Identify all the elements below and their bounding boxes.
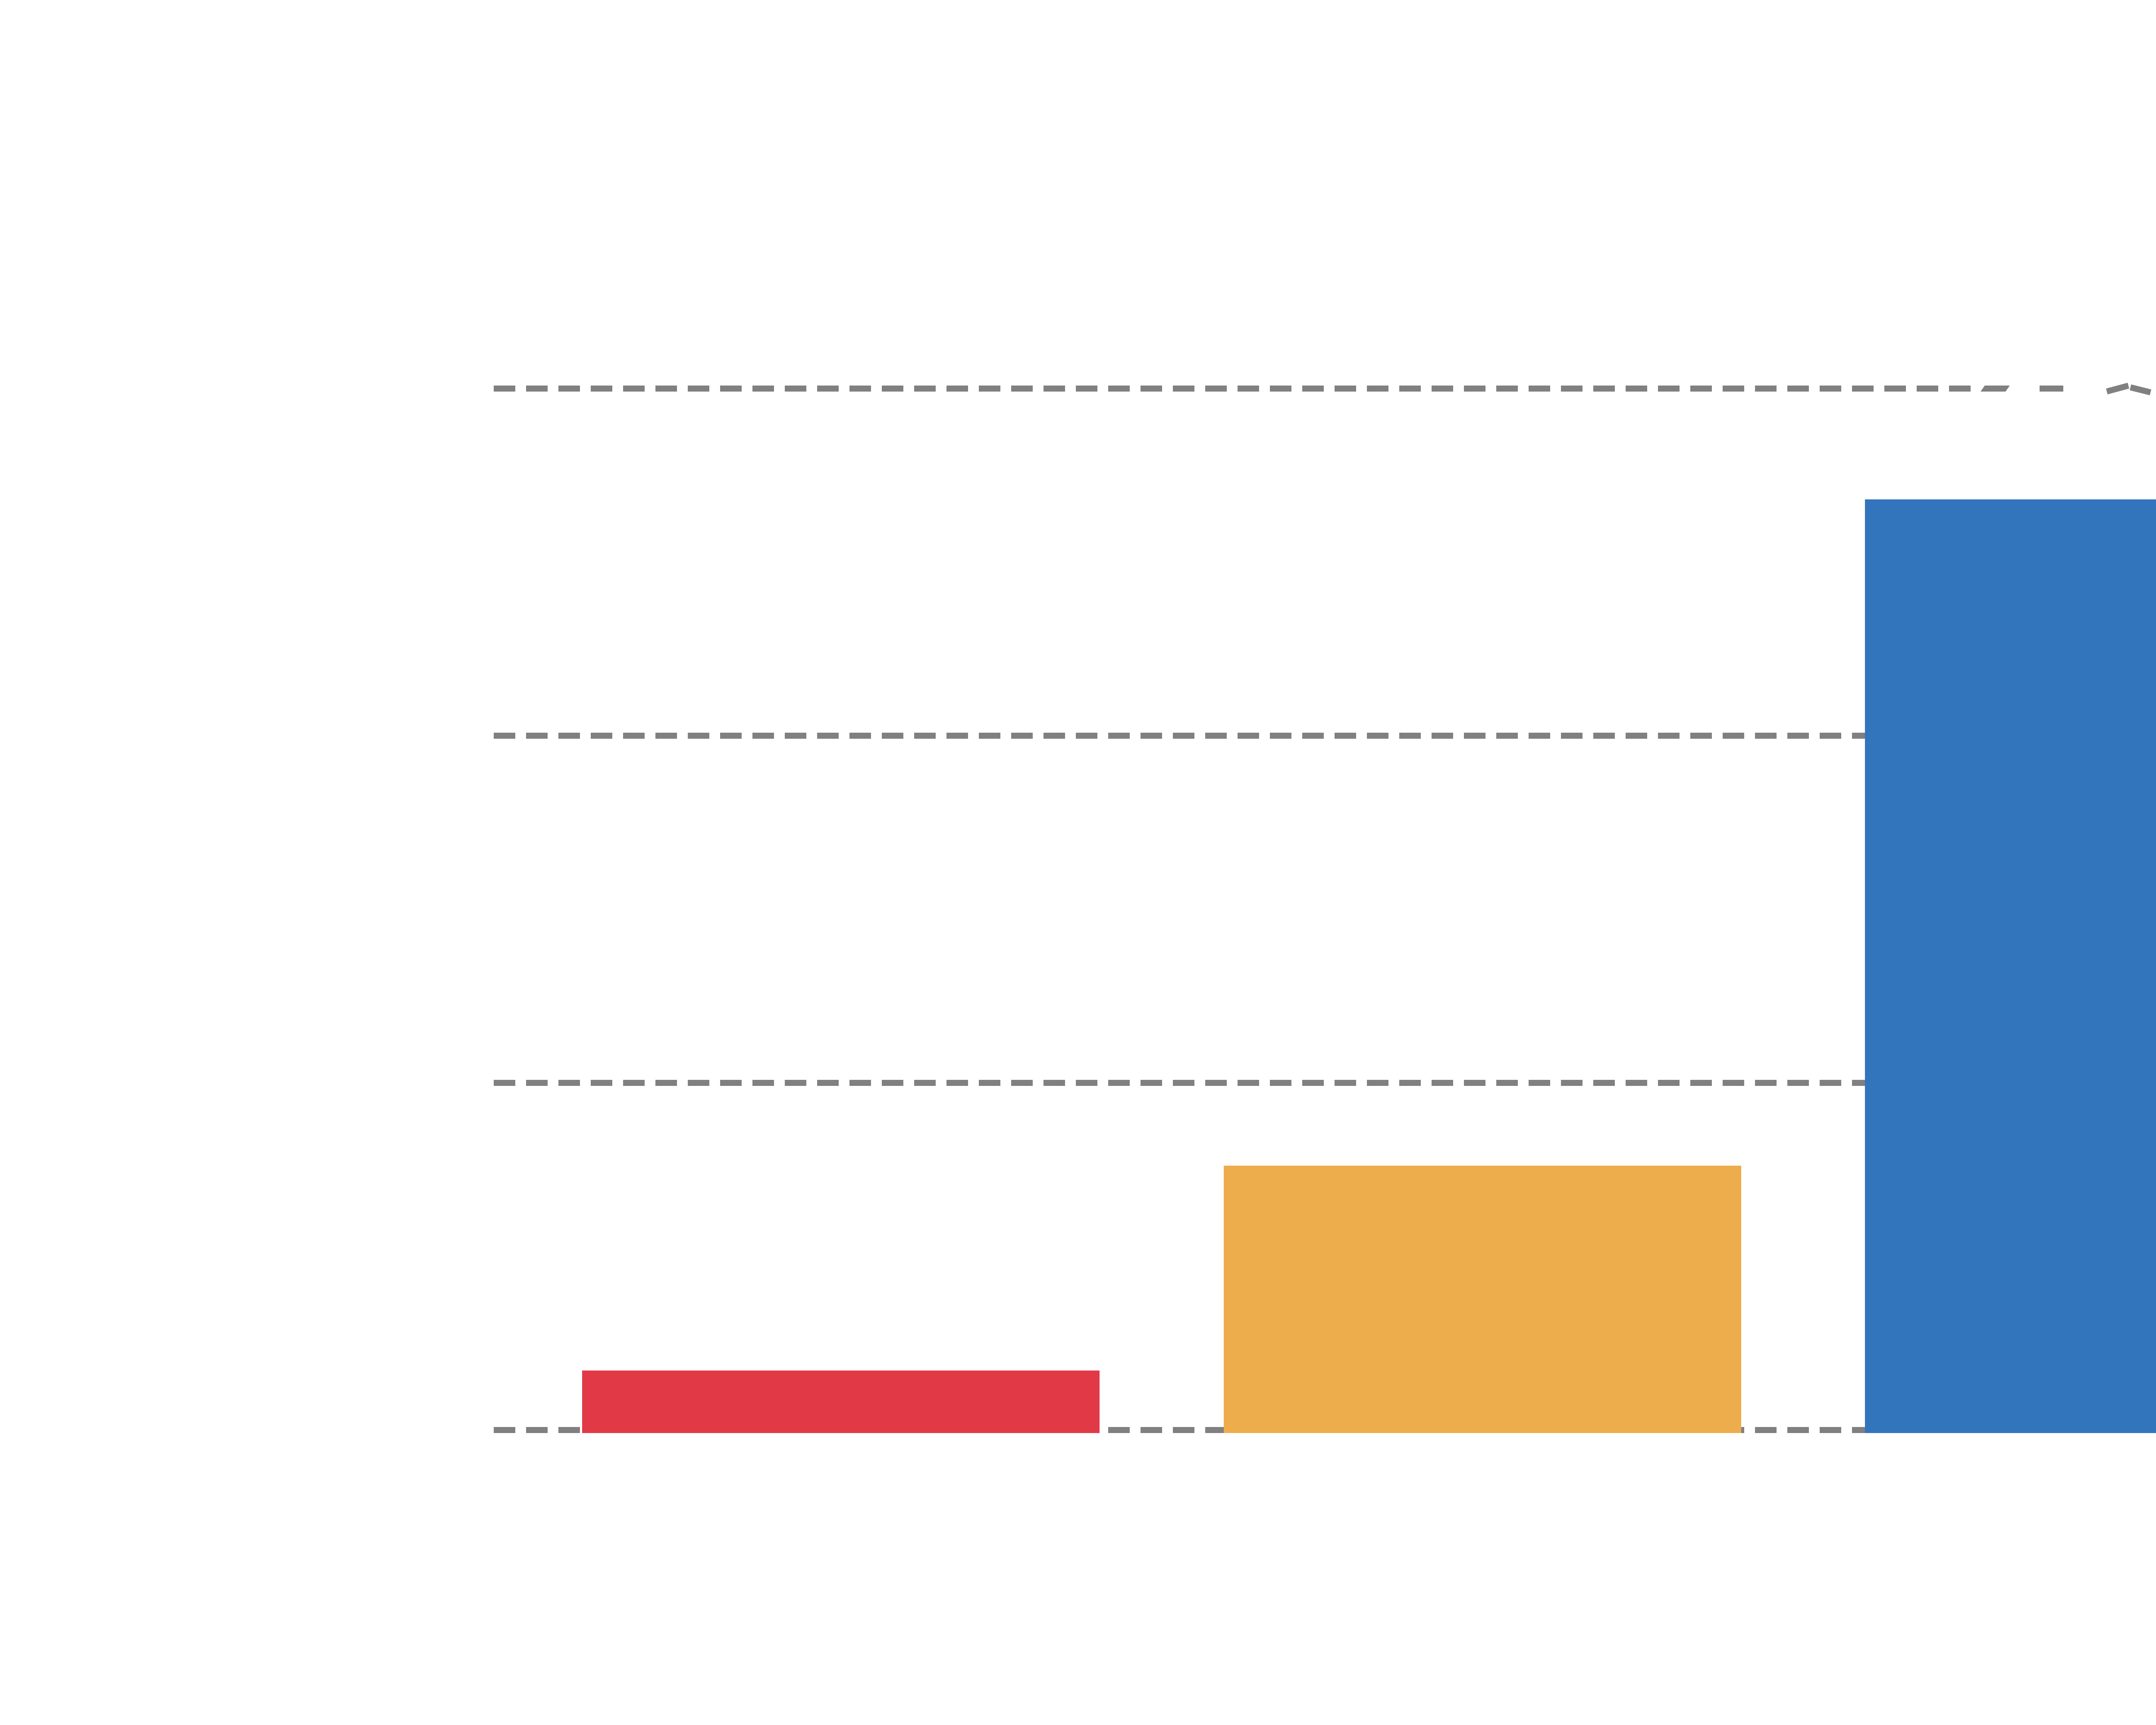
- bar-blue: [1865, 499, 2156, 1433]
- gridline-level-3: [494, 386, 2156, 392]
- gridline-segment: [494, 386, 1979, 392]
- bar-orange: [1224, 1166, 1741, 1433]
- bar-red: [582, 1371, 1100, 1433]
- gridline-level-2: [494, 733, 2156, 739]
- gridline-artifact-dash: [2040, 386, 2063, 392]
- gridline-artifact-dash: [1981, 386, 2010, 392]
- gridline-artifact-dash: [2106, 383, 2129, 395]
- gridline-level-1: [494, 1080, 2156, 1086]
